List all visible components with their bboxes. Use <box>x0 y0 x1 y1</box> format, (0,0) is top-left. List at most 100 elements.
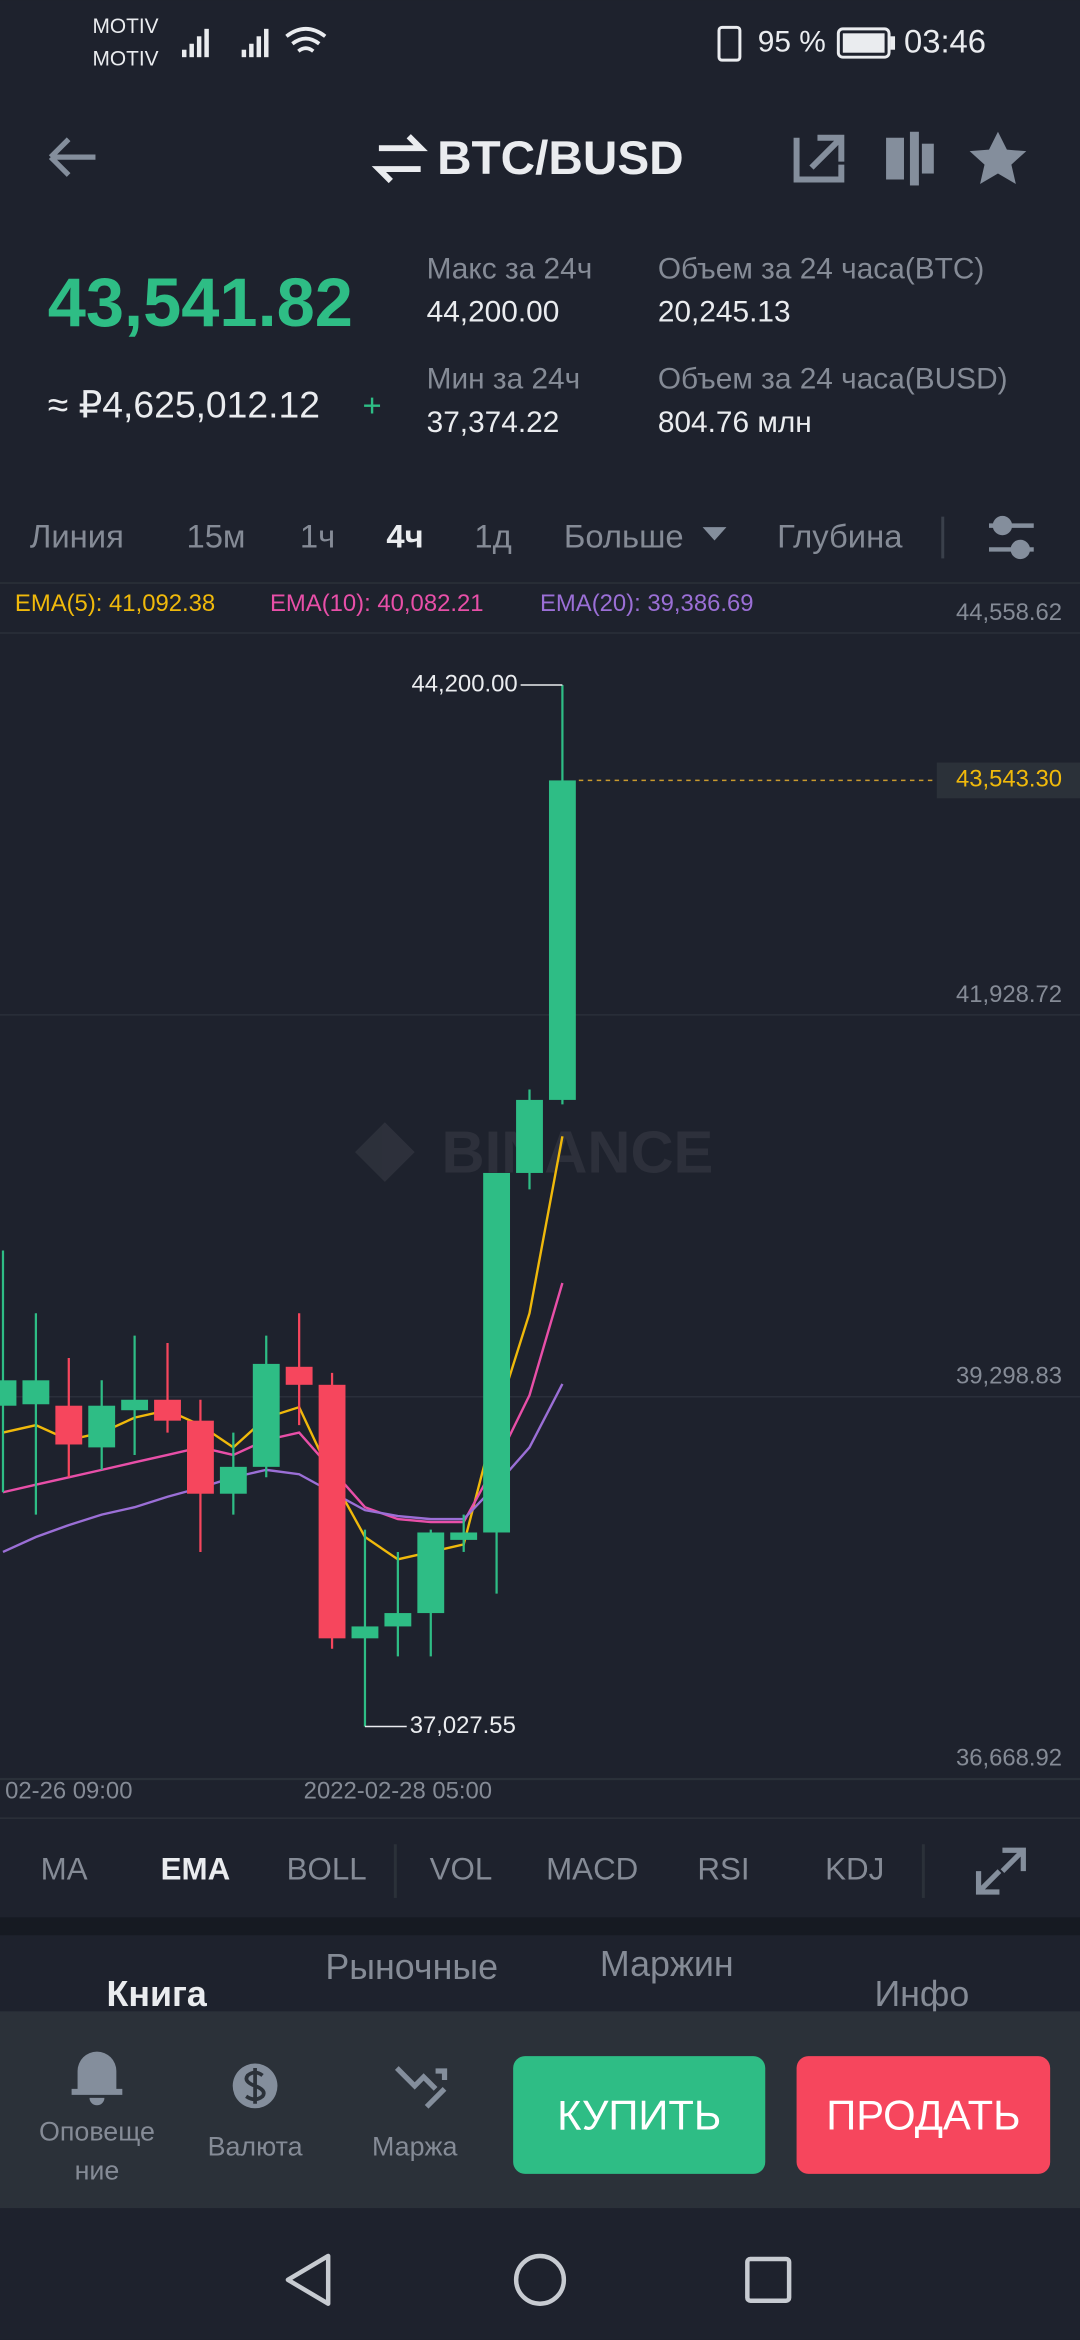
low-annotation: 37,027.55 <box>410 1712 516 1739</box>
battery-icon <box>836 27 896 59</box>
section-tab-active[interactable]: Книга <box>106 1974 207 2014</box>
candle-body <box>154 1399 181 1421</box>
back-button[interactable] <box>48 137 96 177</box>
section-tab[interactable]: Рыночные <box>325 1947 498 1987</box>
carrier: MOTIV <box>92 15 158 38</box>
alerts-button[interactable]: Оповеще ние <box>39 2051 155 2186</box>
candle-body <box>252 1363 280 1467</box>
last-price-box <box>936 762 1080 799</box>
sell-button[interactable]: ПРОДАТЬ <box>796 2056 1051 2174</box>
candle-body <box>187 1420 214 1494</box>
nav-back[interactable] <box>285 2253 331 2306</box>
ema-line <box>2 1383 564 1554</box>
divider <box>0 582 1080 584</box>
candle-body <box>548 780 576 1100</box>
buy-button[interactable]: КУПИТЬ <box>513 2056 766 2174</box>
buy-label: КУПИТЬ <box>557 2092 721 2139</box>
nav-recents[interactable] <box>745 2256 792 2303</box>
candle-body <box>483 1172 511 1533</box>
last-price: 43,541.82 <box>48 264 353 341</box>
sell-label: ПРОДАТЬ <box>826 2092 1020 2139</box>
separator <box>921 1844 925 1898</box>
interval-tab[interactable]: 1ч <box>300 518 335 555</box>
favorite-button[interactable] <box>969 131 1027 184</box>
bell-icon <box>71 2051 123 2106</box>
stat-label: Объем за 24 часа(BTC) <box>658 252 985 285</box>
margin-icon <box>394 2066 448 2109</box>
stat-label: Объем за 24 часа(BUSD) <box>658 363 1008 396</box>
separator <box>941 516 945 559</box>
carrier: MOTIV <box>92 48 158 71</box>
signal-icons <box>181 26 327 58</box>
high-annotation: 44,200.00 <box>411 670 517 697</box>
stat-value: 20,245.13 <box>658 296 791 329</box>
last-price-label: 43,543.30 <box>956 766 1062 793</box>
sell-button-bg <box>796 2056 1051 2174</box>
x-tick-label: 2022-02-28 05:00 <box>304 1777 492 1804</box>
section-tab[interactable]: Маржин <box>600 1944 734 1984</box>
stat-label: Макс за 24ч <box>427 252 593 285</box>
indicator-tab[interactable]: KDJ <box>825 1851 884 1886</box>
vibrate-icon <box>717 25 742 62</box>
y-tick-label: 39,298.83 <box>956 1363 1062 1390</box>
candle-body <box>88 1405 116 1448</box>
section-gap <box>0 1917 1080 1936</box>
indicator-tab[interactable]: BOLL <box>287 1851 367 1886</box>
interval-tab[interactable]: Глубина <box>777 518 903 555</box>
buy-button-bg <box>513 2056 766 2174</box>
interval-tab[interactable]: 1д <box>474 518 511 555</box>
fullscreen-button[interactable] <box>975 1847 1026 1895</box>
interval-tab[interactable]: Больше <box>564 518 684 555</box>
candle-body <box>121 1399 149 1411</box>
indicator-tab-active[interactable]: EMA <box>161 1851 231 1886</box>
margin-button[interactable]: Маржа <box>372 2066 457 2162</box>
currency-label: Валюта <box>208 2132 303 2162</box>
nav-bar <box>0 2208 1080 2340</box>
compare-button[interactable] <box>886 131 934 186</box>
alerts-label: ние <box>75 2156 120 2186</box>
plot <box>0 685 576 1727</box>
candle-body <box>351 1626 379 1639</box>
indicator-tab[interactable]: MACD <box>546 1851 638 1886</box>
currency-button[interactable]: Валюта <box>208 2063 303 2162</box>
stat-value: 804.76 млн <box>658 406 812 439</box>
nav-home[interactable] <box>513 2253 567 2306</box>
stat-value: 37,374.22 <box>427 406 560 439</box>
indicator-tab[interactable]: VOL <box>430 1851 493 1886</box>
legend-entry: EMA(10): 40,082.21 <box>270 590 484 617</box>
axis-line <box>0 1778 1080 1781</box>
indicator-tab[interactable]: MA <box>41 1851 88 1886</box>
interval-tab[interactable]: 15м <box>186 518 245 555</box>
pair-title[interactable]: BTC/BUSD <box>437 132 684 185</box>
candle-body <box>55 1405 83 1445</box>
stat-value: 44,200.00 <box>427 296 560 329</box>
battery-percent: 95 % <box>758 26 826 59</box>
y-tick-label: 44,558.62 <box>956 599 1062 626</box>
currency-icon-glyph <box>244 2068 266 2104</box>
indicator-tab[interactable]: RSI <box>697 1851 749 1886</box>
swap-icon[interactable] <box>371 134 428 184</box>
candle-body <box>22 1380 50 1405</box>
margin-label: Маржа <box>372 2132 457 2162</box>
separator <box>393 1844 397 1898</box>
candle-body <box>0 1380 17 1406</box>
section-tab[interactable]: Инфо <box>874 1974 969 2014</box>
dropdown-arrow <box>702 527 727 541</box>
chart-settings-button[interactable] <box>989 515 1034 560</box>
share-button[interactable] <box>793 134 845 183</box>
fiat-price: ≈ ₽4,625,012.12 <box>48 384 320 426</box>
watermark-text: BINANCE <box>442 1118 714 1185</box>
candle-body <box>417 1532 445 1614</box>
interval-tab-active[interactable]: 4ч <box>386 518 423 555</box>
y-tick-label: 41,928.72 <box>956 981 1062 1008</box>
interval-tab[interactable]: Линия <box>30 518 124 555</box>
y-tick-label: 36,668.92 <box>956 1745 1062 1772</box>
legend-entry: EMA(5): 41,092.38 <box>15 590 215 617</box>
candle-body <box>384 1613 412 1627</box>
candle-body <box>318 1384 346 1639</box>
stat-label: Мин за 24ч <box>427 363 581 396</box>
candle-body <box>450 1532 478 1540</box>
